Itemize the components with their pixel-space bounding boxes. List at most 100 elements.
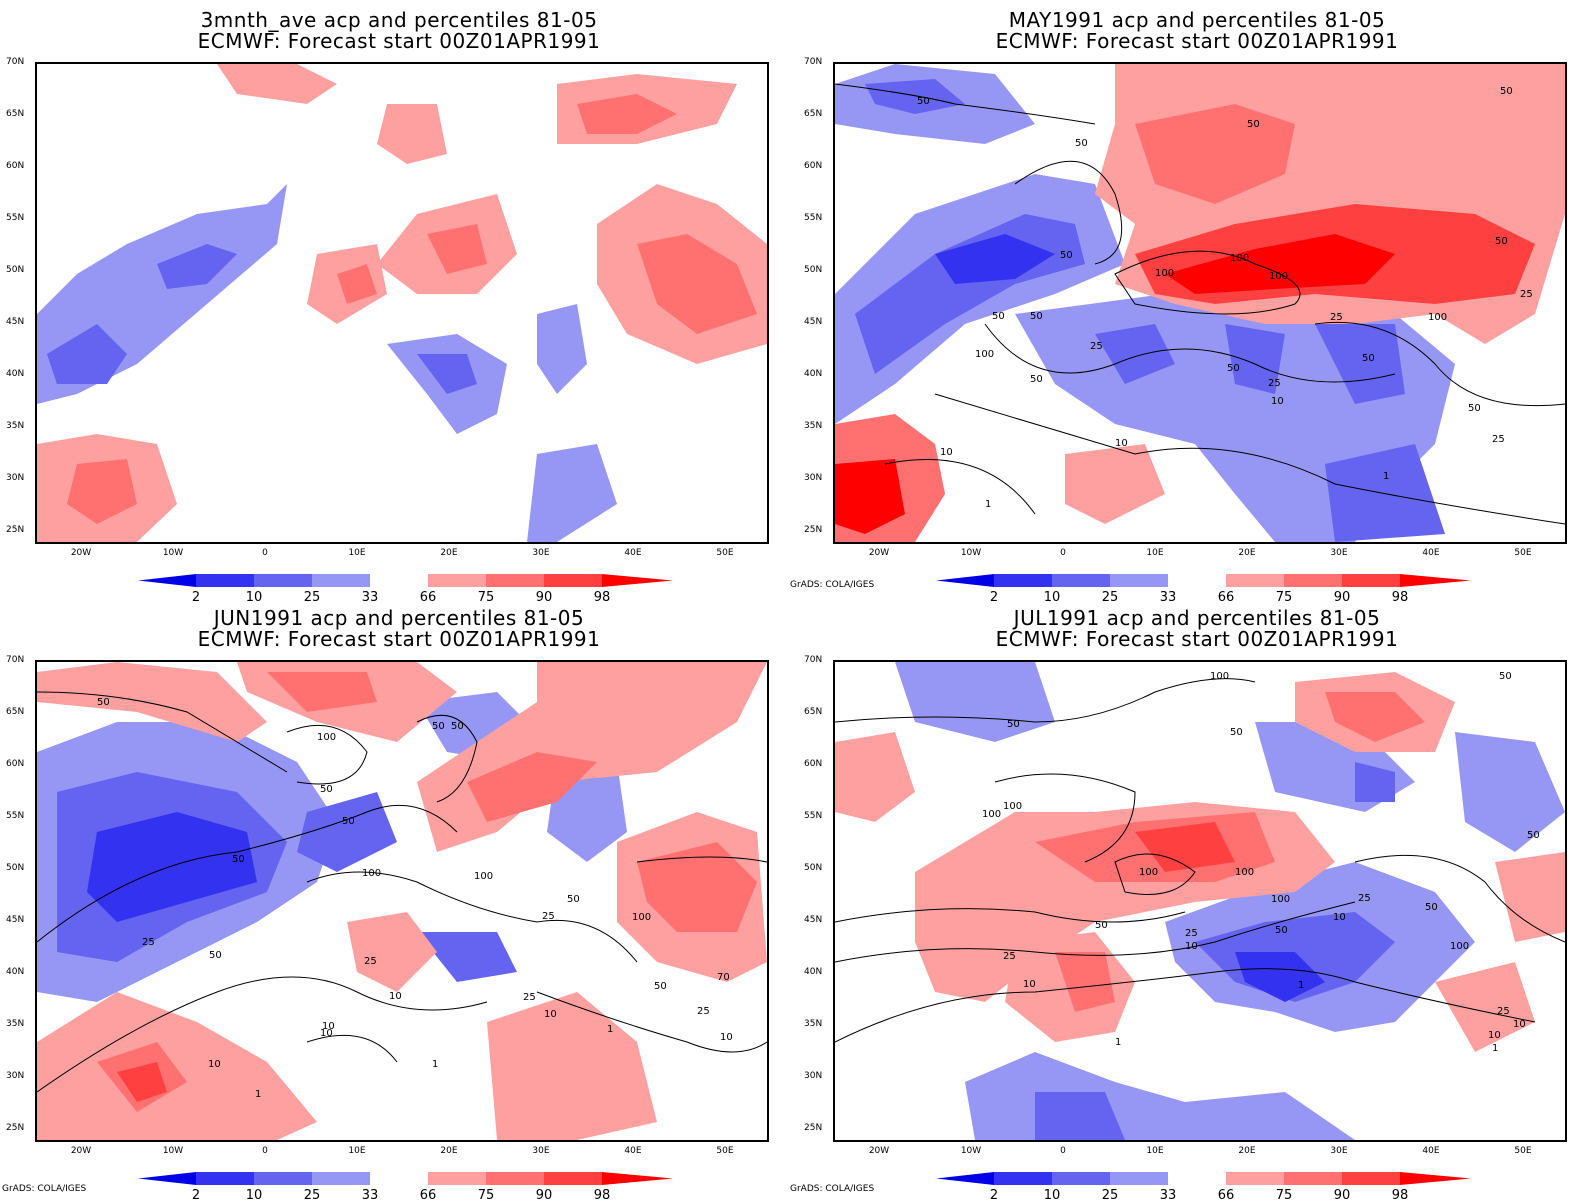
lon-label: 10W (960, 1146, 982, 1156)
contour-label: 1 (607, 1024, 613, 1035)
contour-lines (37, 691, 767, 1093)
contour-label: 25 (1185, 928, 1198, 939)
lat-label: 65N (6, 109, 25, 119)
lon-label: 20W (868, 548, 890, 558)
contour-label: 70 (717, 972, 730, 983)
lat-label: 25N (804, 1123, 823, 1133)
colorbar-label: 66 (419, 590, 437, 605)
lat-label: 65N (804, 707, 823, 717)
contour-label: 25 (542, 911, 555, 922)
lat-label: 25N (6, 1123, 25, 1133)
lat-label: 40N (6, 369, 25, 379)
contour-label: 25 (142, 937, 155, 948)
lat-label: 70N (6, 57, 25, 67)
contour-label: 25 (1090, 341, 1103, 352)
contour-label: 10 (389, 991, 402, 1002)
lon-label: 40E (1422, 548, 1440, 558)
lat-label: 55N (804, 213, 823, 223)
lat-label: 60N (804, 759, 823, 769)
lat-label: 55N (6, 811, 25, 821)
contour-label: 1 (1115, 1037, 1121, 1048)
contour-label: 50 (1227, 363, 1240, 374)
contour-label: 50 (1499, 671, 1512, 682)
lon-label: 40E (624, 548, 642, 558)
percentile-shading (37, 662, 767, 1140)
panel-subtitle: ECMWF: Forecast start 00Z01APR1991 (995, 29, 1399, 53)
contour-label: 25 (1268, 378, 1281, 389)
panel-subtitle: ECMWF: Forecast start 00Z01APR1991 (197, 29, 601, 53)
colorbar-label: 2 (191, 590, 201, 605)
lat-label: 55N (804, 811, 823, 821)
contour-lines (835, 678, 1565, 1043)
lon-label: 50E (1514, 1146, 1532, 1156)
contour-label: 10 (544, 1009, 557, 1020)
contour-label: 50 (1362, 353, 1375, 364)
contour-label: 50 (992, 311, 1005, 322)
lat-label: 25N (804, 525, 823, 535)
colorbar-label: 10 (245, 590, 263, 605)
lat-label: 60N (6, 759, 25, 769)
lon-label: 20E (1238, 548, 1256, 558)
lat-label: 30N (804, 473, 823, 483)
contour-labels: 50 50 50 50 100 100 100 50 100 50 25 50 … (917, 86, 1533, 510)
map-frame (35, 62, 769, 544)
lat-label: 70N (804, 655, 823, 665)
contour-label: 10 (320, 1028, 333, 1039)
contour-label: 50 (1500, 86, 1513, 97)
contour-label: 25 (697, 1006, 710, 1017)
contour-label: 50 (1030, 311, 1043, 322)
lon-label: 20E (1238, 1146, 1256, 1156)
lat-label: 40N (6, 967, 25, 977)
contour-label: 50 (1527, 830, 1540, 841)
contour-label: 10 (1023, 979, 1036, 990)
map-field: 50 50 100 50 50 50 50 100 100 50 25 100 … (37, 662, 767, 1140)
lon-label: 0 (1060, 1146, 1066, 1156)
contour-label: 50 (1425, 902, 1438, 913)
lon-label: 30E (1330, 1146, 1348, 1156)
contour-label: 50 (232, 854, 245, 865)
lat-label: 70N (804, 57, 823, 67)
lat-label: 50N (6, 265, 25, 275)
map-frame: 100 50 50 50 100 100 100 50 100 100 25 1… (833, 660, 1567, 1142)
contour-label: 10 (1488, 1030, 1501, 1041)
colorbar-label: 2 (989, 590, 999, 605)
map-field: 50 50 50 50 100 100 100 50 100 50 25 50 … (835, 64, 1565, 542)
lon-label: 10W (162, 1146, 184, 1156)
lon-label: 0 (1060, 548, 1066, 558)
panel-title: 3mnth_ave acp and percentiles 81-05 (200, 8, 598, 32)
lat-label: 30N (804, 1071, 823, 1081)
contour-label: 100 (1003, 801, 1022, 812)
lon-label: 10E (348, 548, 366, 558)
lat-label: 45N (6, 915, 25, 925)
percentile-shading (835, 64, 1565, 542)
lon-label: 50E (716, 1146, 734, 1156)
contour-label: 1 (1492, 1043, 1498, 1054)
panel-title: JUL1991 acp and percentiles 81-05 (1013, 606, 1381, 630)
contour-label: 100 (474, 871, 493, 882)
colorbar-label: 10 (1043, 590, 1061, 605)
contour-label: 100 (1139, 867, 1158, 878)
contour-label: 50 (567, 894, 580, 905)
lon-label: 20W (70, 548, 92, 558)
grads-credit: GrADS: COLA/IGES (790, 1184, 875, 1194)
contour-label: 50 (1030, 374, 1043, 385)
contour-label: 50 (342, 816, 355, 827)
contour-label: 10 (322, 1021, 335, 1032)
lat-label: 70N (6, 655, 25, 665)
percentile-shading (37, 64, 767, 542)
lon-label: 10E (348, 1146, 366, 1156)
contour-label: 100 (1450, 941, 1469, 952)
contour-label: 1 (432, 1059, 438, 1070)
panel-jun1991: JUN1991 acp and percentiles 81-05 ECMWF:… (0, 598, 798, 1203)
lon-label: 30E (532, 1146, 550, 1156)
contour-label: 25 (1003, 951, 1016, 962)
contour-label: 50 (97, 697, 110, 708)
panel-title: JUN1991 acp and percentiles 81-05 (213, 606, 585, 630)
contour-label: 10 (940, 447, 953, 458)
contour-label: 25 (1492, 434, 1505, 445)
lat-label: 35N (804, 1019, 823, 1029)
lat-label: 60N (6, 161, 25, 171)
contour-label: 100 (1230, 253, 1249, 264)
map-frame: 50 50 100 50 50 50 50 100 100 50 25 100 … (35, 660, 769, 1142)
lat-label: 50N (6, 863, 25, 873)
